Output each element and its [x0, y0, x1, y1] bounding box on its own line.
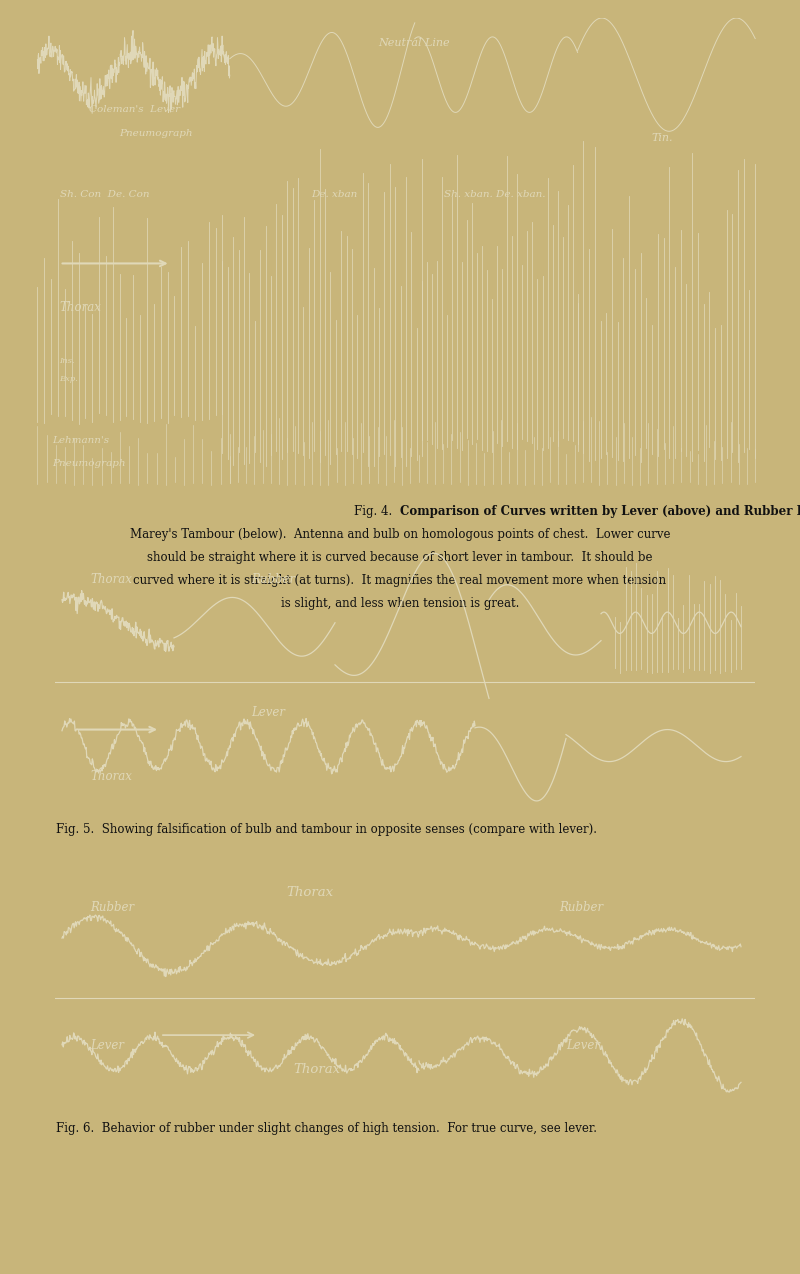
Text: curved where it is straight (at turns).  It magnifies the real movement more whe: curved where it is straight (at turns). …	[134, 573, 666, 587]
Text: Sh. Con  De. Con: Sh. Con De. Con	[59, 190, 149, 199]
Text: Rubber: Rubber	[90, 901, 134, 913]
Text: Lever: Lever	[566, 1040, 600, 1052]
Text: Lever: Lever	[90, 1040, 124, 1052]
Text: is slight, and less when tension is great.: is slight, and less when tension is grea…	[281, 596, 519, 610]
Text: Ins.: Ins.	[59, 357, 75, 364]
Text: Fig. 5.  Showing falsification of bulb and tambour in opposite senses (compare w: Fig. 5. Showing falsification of bulb an…	[56, 823, 597, 836]
Text: Tin.: Tin.	[651, 132, 673, 143]
Text: Marey's Tambour (below).  Antenna and bulb on homologous points of chest.  Lower: Marey's Tambour (below). Antenna and bul…	[130, 527, 670, 541]
Text: Neutral Line: Neutral Line	[378, 38, 450, 48]
Text: Comparison of Curves written by Lever (above) and Rubber Pneumograph with: Comparison of Curves written by Lever (a…	[400, 505, 800, 519]
Text: De. xban: De. xban	[311, 190, 358, 199]
Text: Exp.: Exp.	[59, 376, 78, 383]
Text: Pneumograph: Pneumograph	[118, 129, 192, 138]
Text: Thorax: Thorax	[90, 573, 132, 586]
Text: Fig. 4.: Fig. 4.	[354, 505, 400, 519]
Text: Thorax: Thorax	[59, 301, 102, 313]
Text: Thorax: Thorax	[286, 887, 333, 899]
Text: Sh. xban. De. xban.: Sh. xban. De. xban.	[445, 190, 546, 199]
Text: Fig. 6.  Behavior of rubber under slight changes of high tension.  For true curv: Fig. 6. Behavior of rubber under slight …	[56, 1122, 597, 1135]
Text: Thorax: Thorax	[293, 1063, 340, 1075]
Text: Pneumograph: Pneumograph	[52, 460, 126, 469]
Text: Lever: Lever	[251, 706, 285, 720]
Text: Coleman's  Lever: Coleman's Lever	[90, 106, 180, 115]
Text: Lehmann's: Lehmann's	[52, 436, 110, 445]
Text: Rubber: Rubber	[251, 573, 295, 586]
Text: Thorax: Thorax	[90, 771, 132, 784]
Text: should be straight where it is curved because of short lever in tambour.  It sho: should be straight where it is curved be…	[147, 550, 653, 564]
Text: Rubber: Rubber	[559, 901, 603, 913]
